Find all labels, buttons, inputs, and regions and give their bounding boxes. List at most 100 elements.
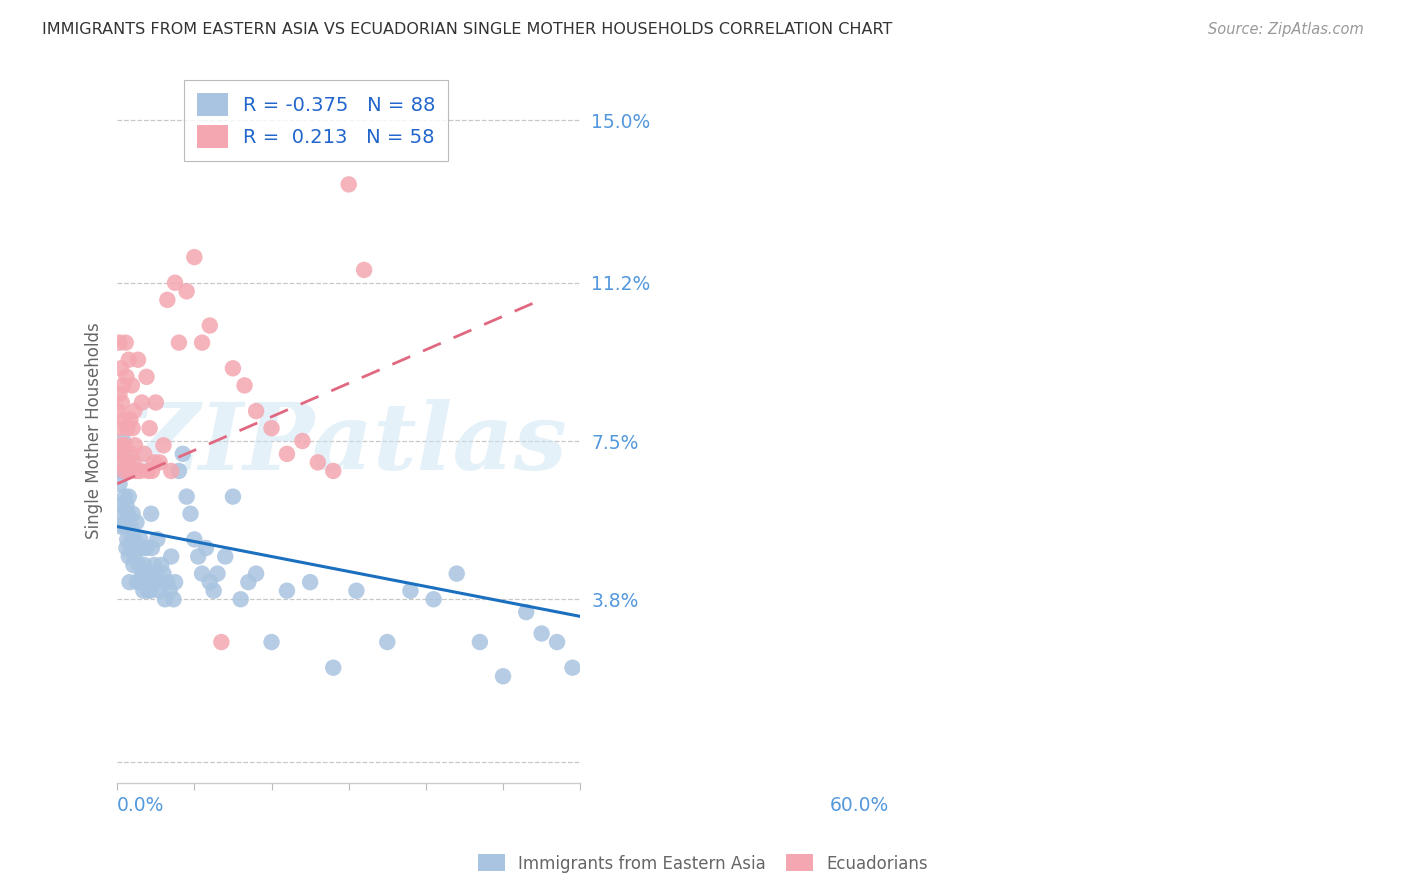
Point bbox=[127, 352, 149, 367]
Point bbox=[337, 178, 360, 192]
Point bbox=[291, 434, 314, 448]
Point bbox=[110, 464, 132, 478]
Point bbox=[145, 395, 167, 409]
Point bbox=[117, 455, 139, 469]
Point bbox=[121, 421, 143, 435]
Point bbox=[118, 464, 141, 478]
Point bbox=[111, 455, 134, 469]
Point bbox=[260, 421, 283, 435]
Point bbox=[107, 421, 129, 435]
Point bbox=[121, 507, 143, 521]
Point bbox=[110, 519, 132, 533]
Point bbox=[139, 507, 162, 521]
Point bbox=[214, 549, 236, 564]
Point bbox=[122, 533, 145, 547]
Point bbox=[139, 583, 162, 598]
Point bbox=[132, 583, 155, 598]
Point bbox=[160, 549, 183, 564]
Point bbox=[108, 476, 131, 491]
Point bbox=[399, 583, 422, 598]
Text: Source: ZipAtlas.com: Source: ZipAtlas.com bbox=[1208, 22, 1364, 37]
Point bbox=[176, 490, 198, 504]
Point bbox=[112, 434, 135, 448]
Point bbox=[156, 293, 179, 307]
Point bbox=[121, 533, 143, 547]
Point bbox=[115, 369, 138, 384]
Point bbox=[260, 635, 283, 649]
Point bbox=[127, 541, 149, 555]
Point bbox=[149, 583, 172, 598]
Point bbox=[138, 566, 160, 581]
Point bbox=[229, 592, 252, 607]
Point bbox=[118, 352, 141, 367]
Text: ZIPatlas: ZIPatlas bbox=[131, 400, 567, 490]
Point bbox=[143, 558, 166, 572]
Point bbox=[299, 575, 322, 590]
Point bbox=[131, 566, 153, 581]
Point bbox=[183, 250, 205, 264]
Point bbox=[112, 464, 135, 478]
Point bbox=[375, 635, 398, 649]
Point bbox=[198, 575, 221, 590]
Point bbox=[120, 447, 142, 461]
Point bbox=[112, 519, 135, 533]
Point bbox=[112, 412, 135, 426]
Point bbox=[152, 566, 174, 581]
Point bbox=[167, 335, 190, 350]
Legend: Immigrants from Eastern Asia, Ecuadorians: Immigrants from Eastern Asia, Ecuadorian… bbox=[471, 847, 935, 880]
Text: 60.0%: 60.0% bbox=[830, 796, 889, 815]
Point bbox=[222, 490, 245, 504]
Point bbox=[152, 438, 174, 452]
Point bbox=[111, 395, 134, 409]
Point bbox=[138, 421, 160, 435]
Point bbox=[530, 626, 553, 640]
Point bbox=[148, 575, 170, 590]
Point bbox=[141, 541, 163, 555]
Point bbox=[191, 335, 214, 350]
Text: 0.0%: 0.0% bbox=[117, 796, 165, 815]
Point bbox=[136, 464, 159, 478]
Point bbox=[153, 592, 176, 607]
Point bbox=[160, 464, 183, 478]
Point bbox=[446, 566, 468, 581]
Point bbox=[515, 605, 537, 619]
Point bbox=[110, 447, 132, 461]
Point bbox=[120, 519, 142, 533]
Point bbox=[115, 541, 138, 555]
Point bbox=[125, 516, 148, 530]
Point bbox=[129, 575, 152, 590]
Point bbox=[124, 438, 146, 452]
Point bbox=[276, 583, 298, 598]
Point bbox=[118, 490, 141, 504]
Point bbox=[322, 661, 344, 675]
Point bbox=[122, 558, 145, 572]
Point bbox=[114, 438, 136, 452]
Point bbox=[122, 404, 145, 418]
Point bbox=[276, 447, 298, 461]
Point bbox=[245, 566, 267, 581]
Point bbox=[114, 335, 136, 350]
Point bbox=[124, 549, 146, 564]
Point bbox=[120, 412, 142, 426]
Point bbox=[179, 507, 201, 521]
Point bbox=[142, 575, 165, 590]
Point bbox=[492, 669, 515, 683]
Point bbox=[194, 541, 217, 555]
Point bbox=[122, 455, 145, 469]
Point bbox=[114, 447, 136, 461]
Point bbox=[111, 507, 134, 521]
Point bbox=[172, 447, 194, 461]
Point bbox=[422, 592, 444, 607]
Point bbox=[143, 455, 166, 469]
Point bbox=[114, 490, 136, 504]
Point bbox=[222, 361, 245, 376]
Point bbox=[108, 335, 131, 350]
Point bbox=[146, 533, 169, 547]
Point bbox=[344, 583, 367, 598]
Point bbox=[233, 378, 256, 392]
Point bbox=[162, 592, 184, 607]
Point bbox=[156, 575, 179, 590]
Point bbox=[159, 583, 181, 598]
Point bbox=[546, 635, 568, 649]
Text: IMMIGRANTS FROM EASTERN ASIA VS ECUADORIAN SINGLE MOTHER HOUSEHOLDS CORRELATION : IMMIGRANTS FROM EASTERN ASIA VS ECUADORI… bbox=[42, 22, 893, 37]
